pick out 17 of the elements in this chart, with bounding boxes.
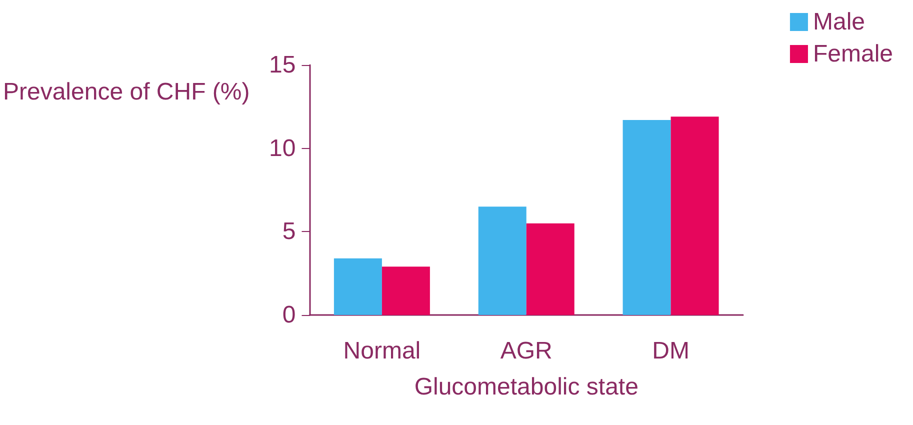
bar (526, 223, 574, 315)
y-tick-label: 5 (282, 218, 296, 246)
y-axis-title: Prevalence of CHF (%) (2, 78, 250, 106)
legend-label: Female (812, 40, 894, 68)
y-tick-label: 0 (282, 302, 296, 328)
bar (478, 206, 526, 315)
y-tick-label: 15 (269, 52, 296, 78)
bar (382, 266, 430, 315)
x-tick-label: AGR (500, 338, 552, 364)
x-axis-title: Glucometabolic state (414, 374, 638, 400)
bar (622, 120, 671, 315)
x-tick-label: Normal (343, 338, 421, 364)
y-tick-label: 10 (269, 134, 296, 162)
bar (670, 116, 719, 315)
legend-label: Male (812, 8, 866, 36)
bar (334, 258, 382, 315)
x-tick-label: DM (652, 338, 690, 364)
